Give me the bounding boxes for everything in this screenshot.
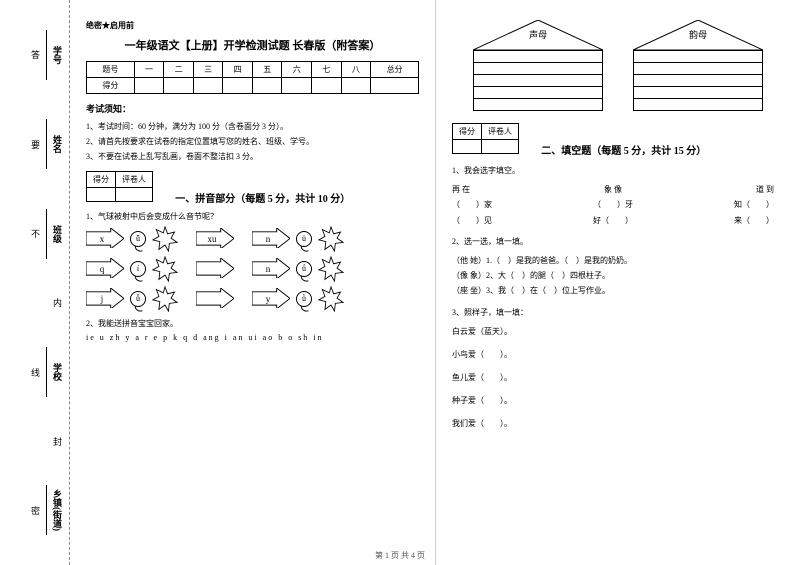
bind-lbl: 姓名 (51, 135, 64, 153)
arrow-shape: n (252, 258, 290, 280)
balloon-shape: ǜ (296, 291, 312, 307)
fill-line: 我们爱（ ）。 (452, 416, 784, 431)
page-footer: 第 1 页 共 4 页 (0, 550, 800, 561)
balloon-row: xǖ xunü (86, 226, 419, 252)
notice-heading: 考试须知： (86, 102, 419, 115)
fill-line: （他 她）1.（ ）是我的爸爸。（ ）是我的奶奶。 (452, 253, 784, 268)
balloon-shape: í (130, 261, 146, 277)
fill-block: 1、我会选字填空。 再 在象 像道 到（ ）家（ ）牙知（ ）（ ）见好（ ）来… (452, 163, 784, 432)
pinyin-house: 韵母 (633, 20, 763, 111)
s2-q3: 3、照样子，填一填： (452, 305, 784, 320)
balloon-shape: ü (296, 231, 312, 247)
right-column: 声母 韵母 得分评卷人 二、填空题（每题 5 分，共计 15 分） 1、我会选字填… (435, 0, 800, 565)
bind-lbl: 班级 (51, 225, 64, 243)
rule-line: 3、不要在试卷上乱写乱画，卷面不整洁扣 3 分。 (86, 149, 419, 164)
star-shape (318, 256, 344, 282)
arrow-shape: x (86, 228, 124, 250)
fill-line: 白云爱（蓝天）。 (452, 324, 784, 339)
score-header-cell: 四 (223, 62, 253, 78)
rule-line: 1、考试时间：60 分钟，满分为 100 分（含卷面分 3 分）。 (86, 119, 419, 134)
arrow-shape: j (86, 288, 124, 310)
rule-line: 2、请首先按要求在试卷的指定位置填写您的姓名、班级、学号。 (86, 134, 419, 149)
mini-score-box-2: 得分评卷人 (452, 123, 519, 154)
score-header-cell: 二 (164, 62, 194, 78)
pinyin-house: 声母 (473, 20, 603, 111)
s2-q1: 1、我会选字填空。 (452, 163, 784, 178)
score-header-cell: 八 (341, 62, 371, 78)
section1-title: 一、拼音部分（每题 5 分，共计 10 分） (175, 190, 350, 205)
arrow-shape: y (252, 288, 290, 310)
star-shape (152, 226, 178, 252)
q2-text: 2、我能送拼音宝宝回家。 (86, 318, 419, 329)
score-header-cell: 三 (193, 62, 223, 78)
score-header-cell: 题号 (87, 62, 135, 78)
q1-text: 1、气球被射中后会变成什么音节呢？ (86, 211, 419, 222)
house-label: 韵母 (633, 28, 763, 41)
arrow-shape: n (252, 228, 290, 250)
star-shape (318, 286, 344, 312)
fill-line: 种子爱（ ）。 (452, 393, 784, 408)
fill-line: 鱼儿爱（ ）。 (452, 370, 784, 385)
balloon-shape: ǚ (130, 291, 146, 307)
binding-margin: 学号答 姓名要 班级不 内 学校线 封 乡镇(街道)密 (0, 0, 70, 565)
balloon-grid: xǖ xunü qí nǘ jǚ yǜ (86, 226, 419, 312)
arrow-shape (196, 288, 234, 310)
balloon-row: qí nǘ (86, 256, 419, 282)
star-shape (152, 286, 178, 312)
balloon-shape: ǖ (130, 231, 146, 247)
houses-row: 声母 韵母 (452, 20, 784, 111)
bind-lbl: 学校 (51, 363, 64, 381)
section2-title: 二、填空题（每题 5 分，共计 15 分） (541, 142, 706, 157)
s2-q2: 2、选一选，填一填。 (452, 234, 784, 249)
exam-rules: 1、考试时间：60 分钟，满分为 100 分（含卷面分 3 分）。2、请首先按要… (86, 119, 419, 165)
exam-title: 一年级语文【上册】开学检测试题 长春版（附答案） (86, 37, 419, 53)
bind-lbl: 乡镇(街道) (51, 489, 64, 531)
star-shape (152, 256, 178, 282)
fill-row: 再 在象 像道 到 (452, 182, 784, 197)
fill-row: （ ）见好（ ）来（ ） (452, 213, 784, 228)
balloon-row: jǚ yǜ (86, 286, 419, 312)
arrow-shape: q (86, 258, 124, 280)
house-label: 声母 (473, 28, 603, 41)
mini-score-box: 得分评卷人 (86, 171, 153, 202)
content-area: 绝密★启用前 一年级语文【上册】开学检测试题 长春版（附答案） 题号一二三四五六… (70, 0, 800, 565)
fill-line: 小鸟爱（ ）。 (452, 347, 784, 362)
secret-label: 绝密★启用前 (86, 20, 419, 31)
fill-line: （像 象）2、大（ ）的腿（ ）四根柱子。 (452, 268, 784, 283)
exam-page: 学号答 姓名要 班级不 内 学校线 封 乡镇(街道)密 绝密★启用前 一年级语文… (0, 0, 800, 565)
arrow-shape: xu (196, 228, 234, 250)
score-table: 题号一二三四五六七八总分 得分 (86, 61, 419, 94)
score-header-cell: 六 (282, 62, 312, 78)
score-header-cell: 总分 (371, 62, 419, 78)
fill-row: （ ）家（ ）牙知（ ） (452, 197, 784, 212)
fill-line: （座 坐）3、我（ ）在（ ）位上写作业。 (452, 283, 784, 298)
score-header-cell: 五 (252, 62, 282, 78)
arrow-shape (196, 258, 234, 280)
score-header-cell: 一 (134, 62, 164, 78)
left-column: 绝密★启用前 一年级语文【上册】开学检测试题 长春版（附答案） 题号一二三四五六… (70, 0, 435, 565)
pinyin-list: ie u zh y a r e p k q d ang i an ui ao b… (86, 333, 419, 342)
balloon-shape: ǘ (296, 261, 312, 277)
star-shape (318, 226, 344, 252)
score-header-cell: 七 (312, 62, 342, 78)
bind-lbl: 学号 (51, 46, 64, 64)
